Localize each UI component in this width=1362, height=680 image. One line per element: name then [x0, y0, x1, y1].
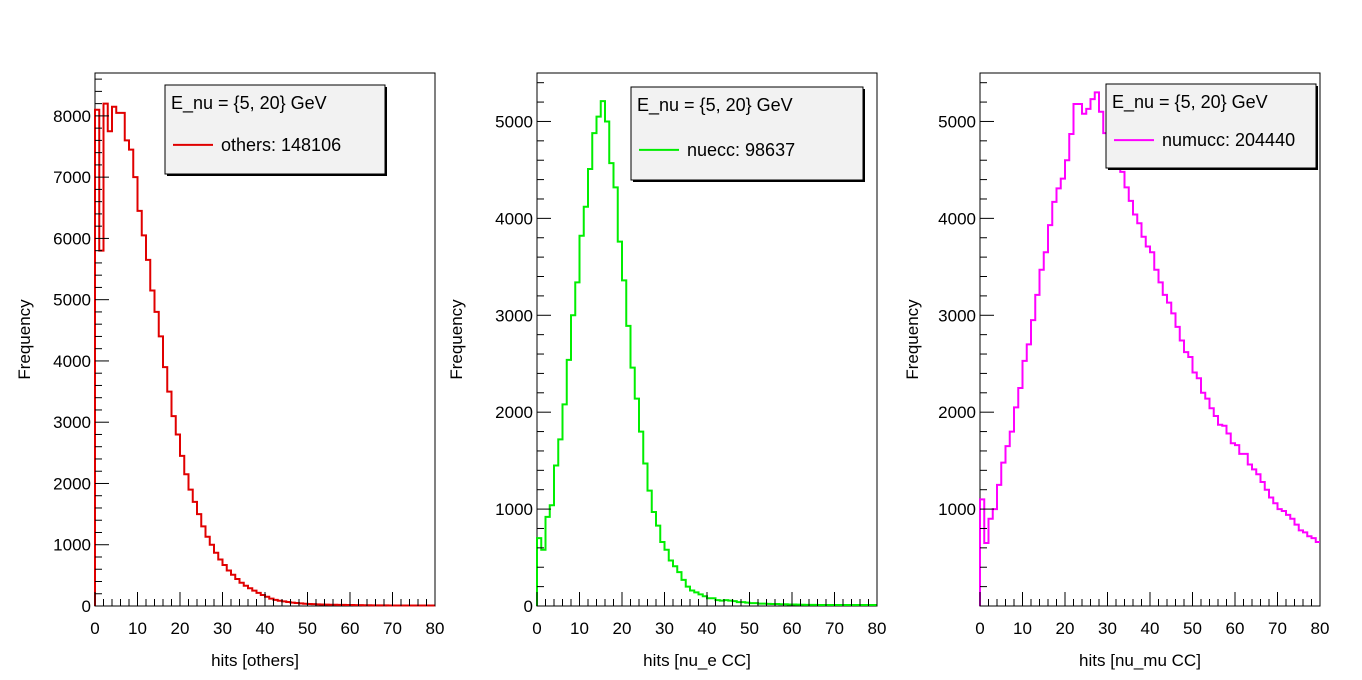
y-tick-label: 8000: [53, 107, 91, 126]
y-tick-label: 2000: [938, 403, 976, 422]
x-axis: 0 10 20 30 40 50 60 70 80: [90, 592, 444, 638]
histogram-series-line: [94, 102, 435, 607]
y-tick-label: 2000: [495, 403, 533, 422]
x-tick-label: 40: [1141, 619, 1160, 638]
y-tick-label: 1000: [495, 500, 533, 519]
x-tick-label: 40: [256, 619, 275, 638]
x-tick-label: 50: [1183, 619, 1202, 638]
x-tick-label: 80: [868, 619, 887, 638]
x-tick-label: 10: [1013, 619, 1032, 638]
x-tick-label: 80: [1311, 619, 1330, 638]
x-tick-label: 50: [298, 619, 317, 638]
legend-header: E_nu = {5, 20} GeV: [171, 93, 327, 114]
y-tick-label: 4000: [495, 209, 533, 228]
legend-box: [1105, 83, 1317, 169]
y-tick-label: 3000: [495, 306, 533, 325]
x-tick-label: 60: [1226, 619, 1245, 638]
y-axis-title: Frequency: [15, 299, 34, 380]
x-tick-label: 0: [975, 619, 984, 638]
y-axis: 1000 2000 3000 4000 5000: [938, 82, 994, 607]
y-tick-label: 2000: [53, 474, 91, 493]
y-tick-label: 4000: [938, 209, 976, 228]
x-tick-label: 10: [570, 619, 589, 638]
x-axis: 0 10 20 30 40 50 60 70 80: [975, 592, 1329, 638]
y-tick-label: 4000: [53, 352, 91, 371]
y-tick-label: 5000: [938, 112, 976, 131]
legend-entry: numucc: 204440: [1162, 130, 1295, 150]
y-axis-title: Frequency: [447, 299, 466, 380]
x-tick-label: 60: [341, 619, 360, 638]
x-tick-label: 20: [1056, 619, 1075, 638]
x-tick-label: 60: [783, 619, 802, 638]
histogram-series-line: [979, 91, 1320, 606]
legend-entry: nuecc: 98637: [687, 140, 795, 160]
legend-header: E_nu = {5, 20} GeV: [1112, 92, 1268, 113]
y-tick-label: 7000: [53, 168, 91, 187]
x-tick-label: 40: [698, 619, 717, 638]
legend: E_nu = {5, 20} GeV nuecc: 98637: [630, 86, 865, 182]
histogram-series-line: [536, 100, 877, 607]
x-tick-label: 70: [383, 619, 402, 638]
y-axis: 0 1000 2000 3000 4000 5000 6000 7000 8000: [53, 78, 109, 616]
x-tick-label: 20: [613, 619, 632, 638]
histogram-panel-1: 0 10 20 30 40 50 60 70 80 0 1000 2000 3000 4000 5000 60…: [15, 72, 444, 670]
x-axis-title: hits [nu_e CC]: [643, 651, 751, 670]
x-tick-label: 30: [655, 619, 674, 638]
y-tick-label: 6000: [53, 229, 91, 248]
legend-entry: others: 148106: [221, 135, 341, 155]
y-tick-label: 3000: [938, 306, 976, 325]
histogram-panel-2: 0 10 20 30 40 50 60 70 80 0 1000 2000 3000 4000 5000 hi…: [447, 72, 886, 670]
x-tick-label: 0: [90, 619, 99, 638]
y-tick-label: 1000: [53, 536, 91, 555]
x-tick-label: 80: [426, 619, 445, 638]
x-tick-label: 0: [532, 619, 541, 638]
y-axis: 0 1000 2000 3000 4000 5000: [495, 82, 551, 616]
y-axis-title: Frequency: [903, 299, 922, 380]
x-axis-title: hits [nu_mu CC]: [1079, 651, 1201, 670]
legend-header: E_nu = {5, 20} GeV: [637, 95, 793, 116]
x-tick-label: 30: [213, 619, 232, 638]
x-axis-title: hits [others]: [211, 651, 299, 670]
x-axis: 0 10 20 30 40 50 60 70 80: [532, 592, 886, 638]
legend: E_nu = {5, 20} GeV numucc: 204440: [1105, 83, 1318, 170]
x-tick-label: 70: [1268, 619, 1287, 638]
y-tick-label: 0: [82, 597, 91, 616]
legend: E_nu = {5, 20} GeV others: 148106: [164, 84, 387, 176]
x-tick-label: 30: [1098, 619, 1117, 638]
y-tick-label: 1000: [938, 500, 976, 519]
x-tick-label: 50: [740, 619, 759, 638]
y-tick-label: 5000: [495, 112, 533, 131]
legend-box: [630, 86, 864, 181]
y-tick-label: 3000: [53, 413, 91, 432]
x-tick-label: 10: [128, 619, 147, 638]
histogram-panel-3: 0 10 20 30 40 50 60 70 80 1000 2000 3000 4000 5000 hit…: [903, 72, 1329, 670]
x-tick-label: 70: [825, 619, 844, 638]
y-tick-label: 5000: [53, 291, 91, 310]
x-tick-label: 20: [171, 619, 190, 638]
y-tick-label: 0: [524, 597, 533, 616]
legend-box: [164, 84, 386, 175]
